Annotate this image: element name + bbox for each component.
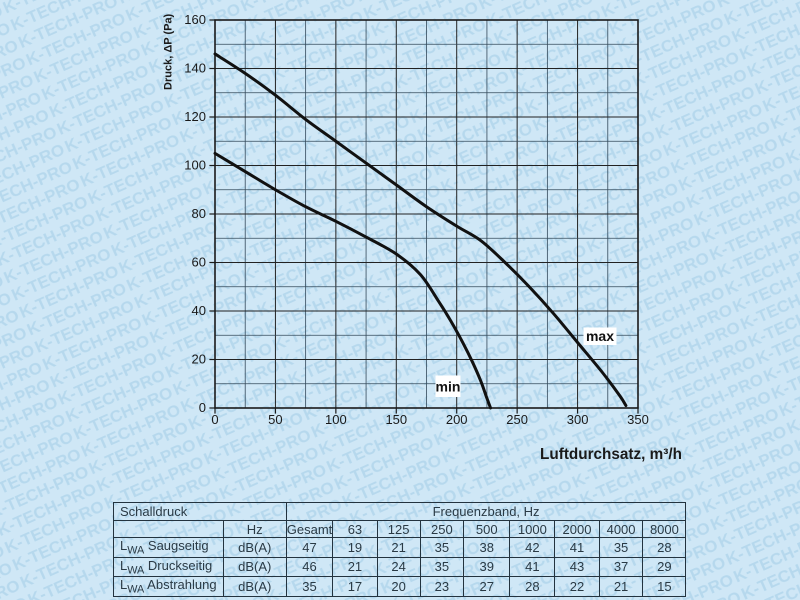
svg-text:20: 20 bbox=[192, 352, 206, 367]
svg-text:250: 250 bbox=[506, 412, 528, 427]
svg-text:60: 60 bbox=[192, 255, 206, 270]
svg-text:40: 40 bbox=[192, 303, 206, 318]
svg-text:100: 100 bbox=[325, 412, 347, 427]
svg-text:Luftdurchsatz, m³/h: Luftdurchsatz, m³/h bbox=[540, 446, 682, 463]
svg-text:150: 150 bbox=[385, 412, 407, 427]
svg-text:0: 0 bbox=[211, 412, 218, 427]
svg-text:160: 160 bbox=[184, 12, 206, 27]
svg-text:100: 100 bbox=[184, 158, 206, 173]
svg-text:min: min bbox=[436, 379, 461, 395]
svg-text:300: 300 bbox=[567, 412, 589, 427]
svg-text:max: max bbox=[586, 328, 614, 344]
svg-text:200: 200 bbox=[446, 412, 468, 427]
svg-text:0: 0 bbox=[199, 400, 206, 415]
svg-text:120: 120 bbox=[184, 109, 206, 124]
svg-text:Druck, ΔP (Pa): Druck, ΔP (Pa) bbox=[162, 13, 174, 90]
svg-text:80: 80 bbox=[192, 206, 206, 221]
svg-text:140: 140 bbox=[184, 61, 206, 76]
svg-text:350: 350 bbox=[627, 412, 649, 427]
svg-text:50: 50 bbox=[268, 412, 282, 427]
